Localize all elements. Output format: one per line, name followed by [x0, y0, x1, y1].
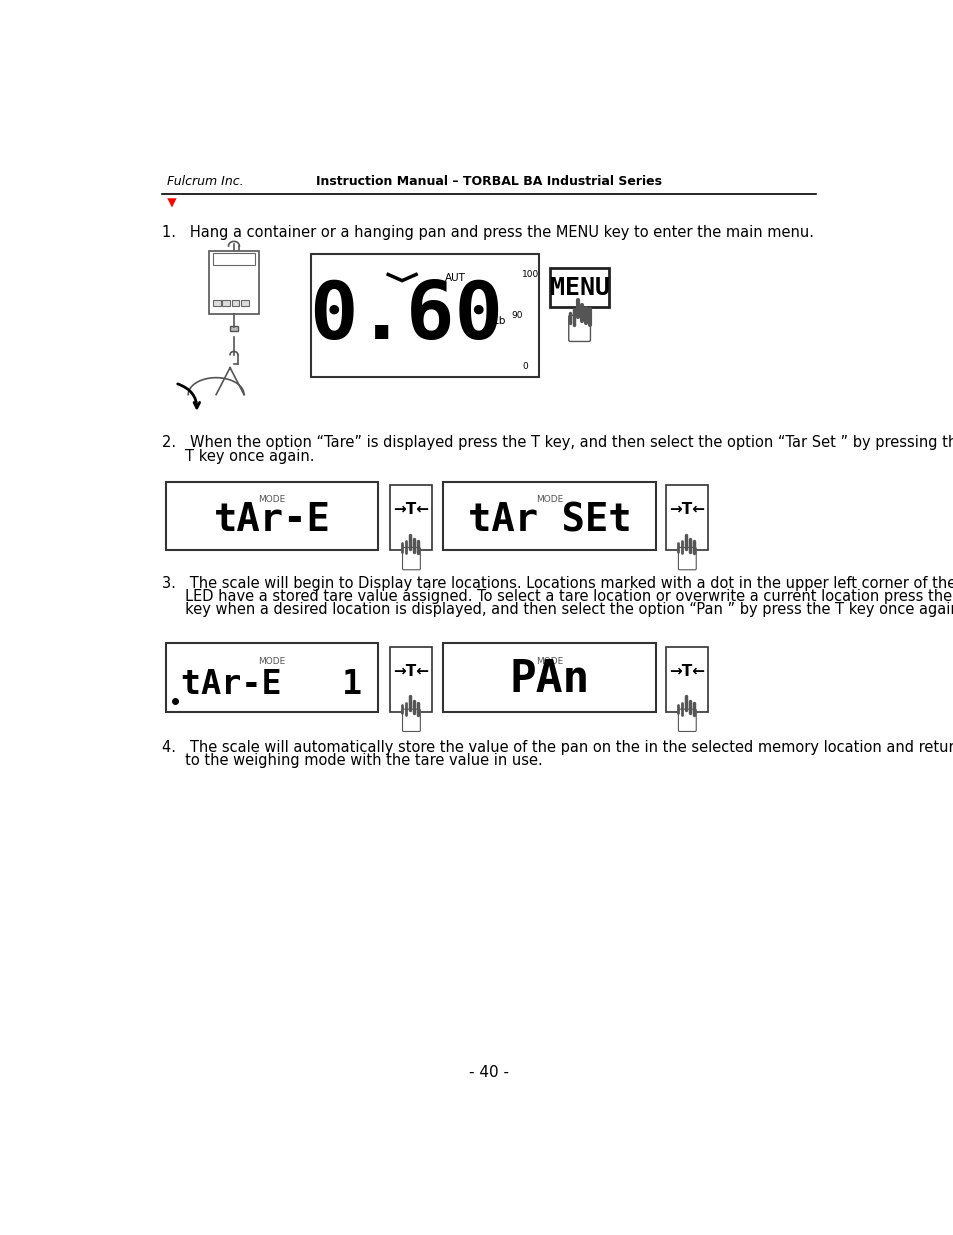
Text: 100: 100 [521, 270, 539, 279]
FancyBboxPatch shape [402, 709, 420, 731]
Text: MODE: MODE [536, 495, 562, 504]
FancyBboxPatch shape [666, 485, 707, 550]
Text: Lb: Lb [493, 316, 505, 326]
Text: →T←: →T← [393, 664, 429, 679]
FancyBboxPatch shape [213, 253, 254, 266]
FancyBboxPatch shape [666, 647, 707, 711]
FancyBboxPatch shape [166, 643, 377, 711]
Text: MENU: MENU [549, 277, 609, 300]
Text: MODE: MODE [258, 657, 285, 666]
Text: 3.   The scale will begin to Display tare locations. Locations marked with a dot: 3. The scale will begin to Display tare … [162, 576, 953, 590]
Text: - 40 -: - 40 - [469, 1065, 508, 1079]
Text: 2.   When the option “Tare” is displayed press the T key, and then select the op: 2. When the option “Tare” is displayed p… [162, 435, 953, 450]
Text: PAn: PAn [509, 658, 589, 701]
FancyBboxPatch shape [213, 300, 220, 306]
FancyBboxPatch shape [678, 709, 696, 731]
Text: Fulcrum Inc.: Fulcrum Inc. [167, 175, 244, 188]
Polygon shape [167, 199, 176, 207]
FancyBboxPatch shape [166, 482, 377, 550]
Text: Instruction Manual – TORBAL BA Industrial Series: Instruction Manual – TORBAL BA Industria… [315, 175, 661, 188]
Text: 4.   The scale will automatically store the value of the pan on the in the selec: 4. The scale will automatically store th… [162, 740, 953, 755]
Text: →T←: →T← [393, 503, 429, 517]
Text: T key once again.: T key once again. [162, 448, 314, 463]
FancyBboxPatch shape [678, 547, 696, 569]
Text: 0: 0 [521, 362, 527, 372]
FancyBboxPatch shape [443, 643, 655, 711]
Text: →T←: →T← [669, 503, 704, 517]
FancyBboxPatch shape [311, 254, 538, 377]
FancyBboxPatch shape [568, 315, 590, 341]
Text: tAr-E: tAr-E [213, 501, 330, 540]
Text: tAr SEt: tAr SEt [467, 501, 631, 540]
FancyBboxPatch shape [222, 300, 230, 306]
FancyBboxPatch shape [550, 268, 608, 306]
FancyBboxPatch shape [443, 482, 655, 550]
FancyBboxPatch shape [241, 300, 249, 306]
Text: MODE: MODE [536, 657, 562, 666]
Text: 0.60: 0.60 [309, 278, 502, 356]
FancyBboxPatch shape [390, 485, 432, 550]
Text: MODE: MODE [258, 495, 285, 504]
Text: LED have a stored tare value assigned. To select a tare location or overwrite a : LED have a stored tare value assigned. T… [162, 589, 953, 604]
Text: →T←: →T← [669, 664, 704, 679]
Text: to the weighing mode with the tare value in use.: to the weighing mode with the tare value… [162, 752, 542, 768]
FancyBboxPatch shape [209, 251, 258, 314]
Text: AUT: AUT [444, 273, 465, 283]
Text: key when a desired location is displayed, and then select the option “Pan ” by p: key when a desired location is displayed… [162, 601, 953, 616]
FancyBboxPatch shape [232, 300, 239, 306]
Text: 90: 90 [511, 311, 522, 320]
FancyBboxPatch shape [230, 326, 237, 331]
Text: tAr-E   1: tAr-E 1 [181, 668, 362, 701]
FancyBboxPatch shape [402, 547, 420, 569]
Text: 1.   Hang a container or a hanging pan and press the MENU key to enter the main : 1. Hang a container or a hanging pan and… [162, 225, 813, 240]
FancyBboxPatch shape [390, 647, 432, 711]
